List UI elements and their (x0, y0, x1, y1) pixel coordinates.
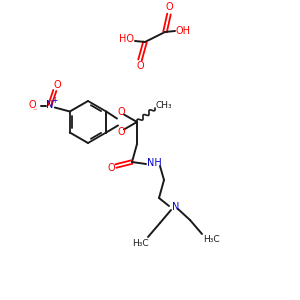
Text: O: O (165, 2, 173, 12)
Text: HO: HO (119, 34, 134, 44)
Text: N: N (46, 100, 53, 110)
Text: H₃C: H₃C (203, 236, 219, 244)
Text: O: O (53, 80, 61, 89)
Text: O: O (107, 163, 115, 173)
Text: O: O (136, 61, 144, 71)
Text: H₃C: H₃C (132, 238, 148, 247)
Text: O: O (28, 100, 36, 110)
Text: +: + (52, 96, 58, 105)
Text: ⁻: ⁻ (33, 106, 37, 115)
Text: NH: NH (147, 158, 161, 168)
Text: CH₃: CH₃ (156, 101, 172, 110)
Text: O: O (117, 128, 125, 137)
Text: O: O (117, 106, 125, 116)
Text: N: N (172, 202, 180, 212)
Text: OH: OH (176, 26, 190, 36)
